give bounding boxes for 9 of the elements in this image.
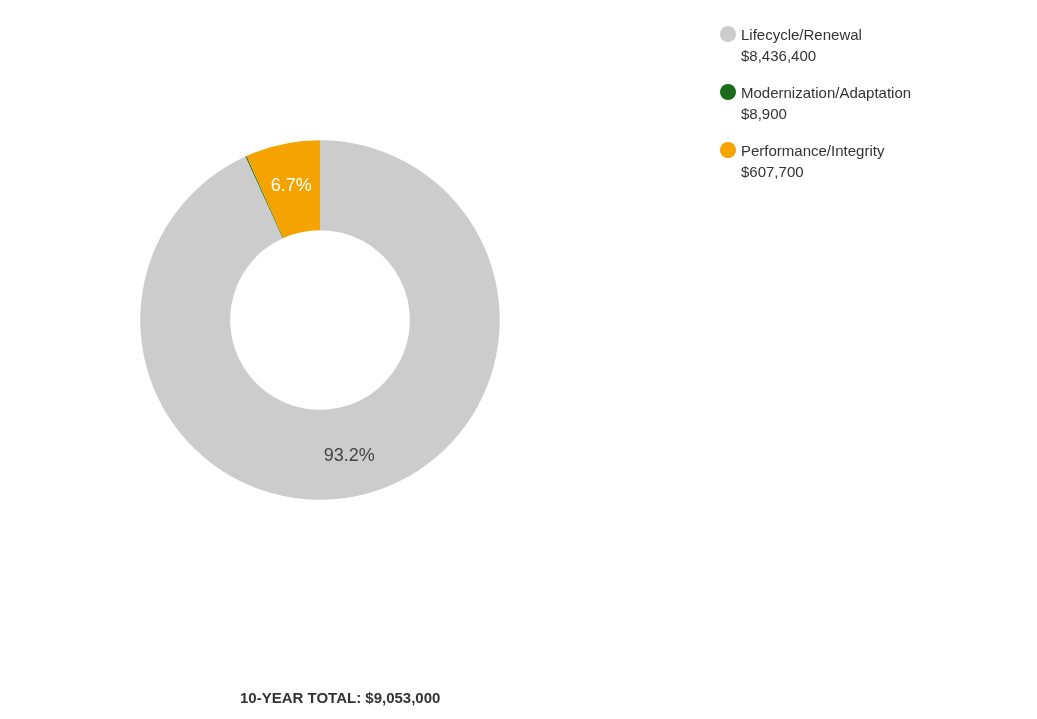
text: $8,900 bbox=[741, 105, 787, 122]
text: $607,700 bbox=[741, 163, 804, 180]
legend-label: Lifecycle/Renewal bbox=[741, 25, 862, 43]
data-label: 93.2% bbox=[323, 444, 375, 465]
text: $8,436,400 bbox=[741, 47, 817, 64]
data-label: 6.7% bbox=[270, 175, 312, 196]
legend-label: Performance/Integrity bbox=[741, 141, 885, 159]
text: 10-YEAR TOTAL: $9,053,000 bbox=[240, 689, 441, 706]
legend-label: Modernization/Adaptation bbox=[741, 83, 912, 101]
